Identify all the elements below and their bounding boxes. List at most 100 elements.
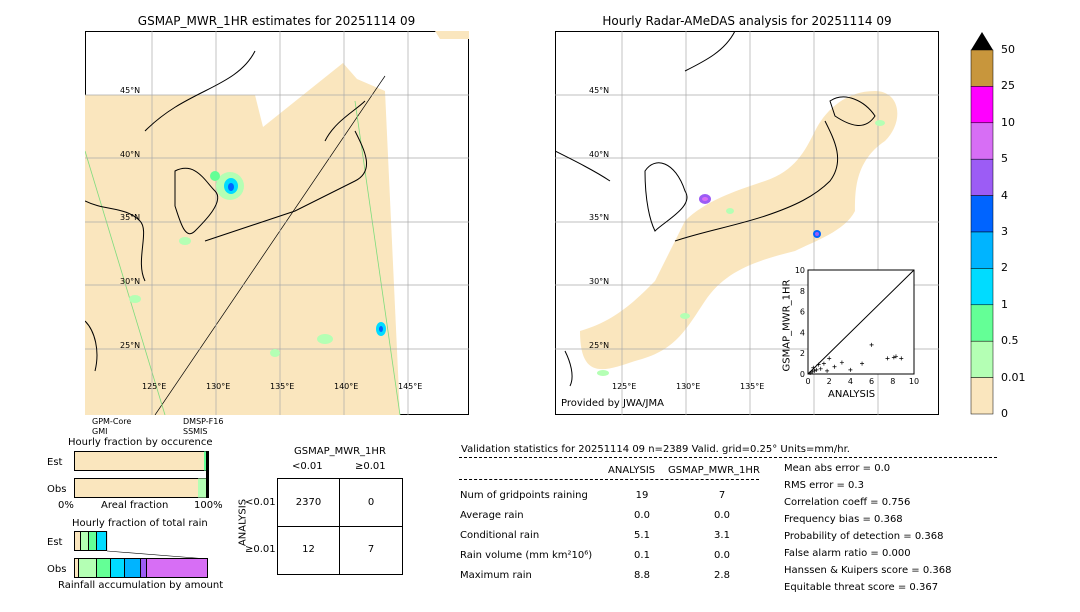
swath-area: [85, 63, 400, 415]
right-lat-30: 30°N: [589, 277, 610, 286]
scatter-point: [821, 361, 826, 366]
colorbar-segment: [970, 158, 994, 196]
scatter-point: [832, 364, 837, 369]
cell-false-alarm: 0: [367, 497, 375, 508]
score-line: Correlation coeff = 0.756: [784, 497, 911, 508]
scatter-point: [811, 365, 816, 370]
occurrence-obs-bar: [74, 478, 209, 498]
cell-miss: 12: [302, 544, 315, 555]
right-lat-25: 25°N: [589, 341, 610, 350]
scatter-point: [808, 370, 813, 375]
occurrence-est-bar: [74, 451, 209, 471]
scatter-xtick: 0: [805, 377, 810, 386]
colorbar-label: 4: [1001, 188, 1008, 202]
scatter-xtick: 10: [909, 377, 919, 386]
right-lat-45: 45°N: [589, 86, 610, 95]
right-lat-40: 40°N: [589, 150, 610, 159]
scatter-ytick: 10: [795, 266, 805, 275]
scatter-xtick: 2: [827, 377, 832, 386]
right-lon-130: 130°E: [676, 382, 701, 391]
scatter-point: [816, 362, 821, 367]
left-lon-145: 145°E: [398, 382, 423, 391]
stat-label: Conditional rain: [460, 530, 540, 541]
stat-gsmap-value: 0.0: [714, 550, 730, 561]
contingency-table: 2370 0 12 7: [277, 478, 403, 575]
scatter-point: [860, 361, 865, 366]
scatter-xlabel: ANALYSIS: [828, 389, 876, 400]
score-line: False alarm ratio = 0.000: [784, 548, 911, 559]
score-line: Equitable threat score = 0.367: [784, 582, 939, 593]
stat-label: Average rain: [460, 510, 524, 521]
validation-header: Validation statistics for 20251114 09 n=…: [461, 444, 850, 455]
occurrence-est-rain: [204, 451, 207, 471]
occurrence-row-est: Est: [47, 457, 63, 468]
scatter-ylabel: GSMAP_MWR_1HR: [781, 279, 793, 372]
rain-row-obs: Obs: [47, 564, 67, 575]
scatter-point: [810, 369, 815, 374]
colorbar-extend-arrow: [971, 32, 993, 50]
stat-label: Num of gridpoints raining: [460, 490, 588, 501]
left-footer-sat1: GPM-Core: [92, 417, 132, 426]
occurrence-axis-100: 100%: [194, 500, 223, 511]
scatter-point: [812, 368, 817, 373]
scatter-point: [885, 356, 890, 361]
score-line: RMS error = 0.3: [784, 480, 864, 491]
stat-analysis-value: 0.1: [634, 550, 650, 561]
stat-label: Maximum rain: [460, 570, 532, 581]
provider-note: Provided by JWA/JMA: [561, 398, 664, 409]
colorbar-label: 5: [1001, 152, 1008, 166]
colorbar-segment: [970, 268, 994, 306]
scatter-xtick: 6: [869, 377, 874, 386]
left-lat-35: 35°N: [120, 213, 141, 222]
scatter-point: [825, 368, 830, 373]
scatter-xtick: 8: [890, 377, 895, 386]
radar-coverage: [580, 91, 898, 370]
stat-analysis-value: 8.8: [634, 570, 650, 581]
stat-analysis-value: 19: [635, 490, 649, 501]
rain-fraction-xlabel: Rainfall accumulation by amount: [58, 580, 224, 591]
occurrence-bars: [74, 451, 209, 498]
right-lat-35: 35°N: [589, 213, 610, 222]
score-line: Hanssen & Kuipers score = 0.368: [784, 565, 952, 576]
stat-gsmap-value: 3.1: [714, 530, 730, 541]
colorbar-label: 0.01: [1001, 370, 1026, 384]
left-footer-sensor1: GMI: [92, 427, 108, 436]
occurrence-obs-rain: [198, 478, 206, 498]
scatter-plot: 00 2 2 4 4 6 6 8 8 10 10: [795, 266, 919, 386]
colorbar-label: 3: [1001, 225, 1008, 238]
occurrence-title: Hourly fraction by occurence: [68, 437, 213, 448]
scatter-point: [839, 360, 844, 365]
colorbar-label: 50: [1001, 43, 1015, 56]
left-lon-135: 135°E: [270, 382, 295, 391]
left-map-title: GSMAP_MWR_1HR estimates for 20251114 09: [137, 14, 416, 28]
rain-fraction-bars: [74, 531, 209, 578]
colorbar-segment: [970, 195, 994, 233]
left-lat-25: 25°N: [120, 341, 141, 350]
left-lat-40: 40°N: [120, 150, 141, 159]
stat-gsmap-value: 7: [718, 490, 726, 501]
colorbar-label: 1: [1001, 297, 1008, 311]
colorbar-label: 2: [1001, 261, 1008, 275]
right-map-title: Hourly Radar-AMeDAS analysis for 2025111…: [602, 14, 892, 28]
scatter-point: [899, 356, 904, 361]
score-line: Probability of detection = 0.368: [784, 531, 944, 542]
stat-analysis-value: 0.0: [634, 510, 650, 521]
scatter-ytick: 8: [800, 287, 805, 296]
left-lon-140: 140°E: [334, 382, 359, 391]
scatter-xtick: 4: [848, 377, 853, 386]
stat-label: Rain volume (mm km²10⁶): [460, 550, 593, 561]
colorbar-segment: [970, 340, 994, 378]
stat-gsmap-value: 2.8: [714, 570, 730, 581]
scatter-point: [893, 354, 898, 359]
cell-hit: 7: [367, 544, 375, 555]
contingency-row-2: ≥0.01: [245, 544, 276, 555]
scatter-point: [827, 356, 832, 361]
right-lon-125: 125°E: [612, 382, 637, 391]
contingency-col-1: <0.01: [292, 461, 323, 472]
stat-analysis-value: 5.1: [634, 530, 650, 541]
cell-hit-none: 2370: [295, 497, 322, 508]
contingency-col-2: ≥0.01: [355, 461, 386, 472]
colorbar-segment: [970, 231, 994, 269]
left-footer-sensor2: SSMIS: [183, 427, 208, 436]
score-line: Frequency bias = 0.368: [784, 514, 903, 525]
